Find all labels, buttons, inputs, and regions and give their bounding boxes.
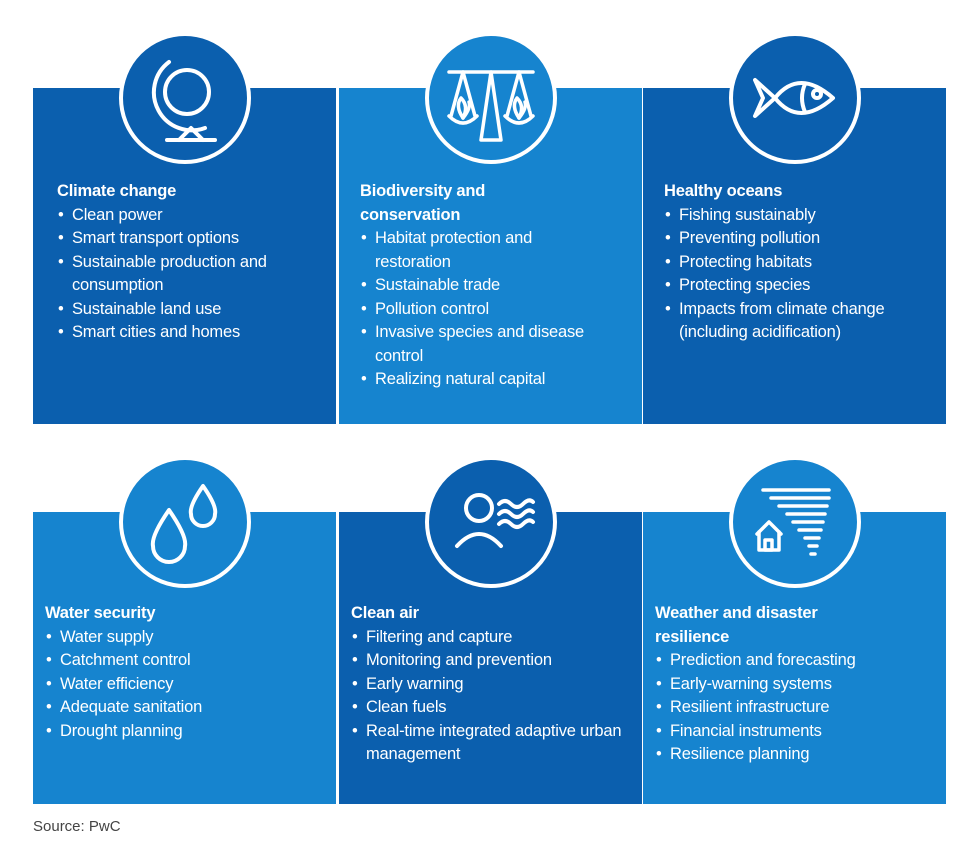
list-item: Clean power <box>57 204 336 228</box>
panel-title: Clean air <box>351 604 419 622</box>
list-item: Preventing pollution <box>664 227 939 251</box>
item-list: Fishing sustainably Preventing pollution… <box>664 204 939 345</box>
panel-clean-air: Clean air Filtering and capture Monitori… <box>339 456 642 804</box>
list-item: Adequate sanitation <box>45 696 336 720</box>
list-item: Catchment control <box>45 649 336 673</box>
panel-healthy-oceans: Healthy oceans Fishing sustainably Preve… <box>643 32 946 424</box>
list-item: Early-warning systems <box>655 673 946 697</box>
globe-icon <box>151 60 217 142</box>
panel-weather-resilience: Weather and disaster resilience Predicti… <box>643 456 946 804</box>
list-item: Smart transport options <box>57 227 336 251</box>
list-item: Real-time integrated adaptive urban mana… <box>351 720 631 767</box>
person-air-icon-circle <box>424 456 557 588</box>
list-item: Smart cities and homes <box>57 321 336 345</box>
globe-icon-circle <box>118 32 251 164</box>
tornado-house-icon-circle <box>728 456 861 588</box>
panel-biodiversity: Biodiversity and conservation Habitat pr… <box>339 32 642 424</box>
list-item: Monitoring and prevention <box>351 649 631 673</box>
panel-title: Healthy oceans <box>664 182 783 200</box>
list-item: Realizing natural capital <box>360 368 610 392</box>
list-item: Drought planning <box>45 720 336 744</box>
item-list: Prediction and forecasting Early-warning… <box>655 649 946 767</box>
item-list: Water supply Catchment control Water eff… <box>45 626 336 744</box>
list-item: Resilient infrastructure <box>655 696 946 720</box>
panel-water-security: Water security Water supply Catchment co… <box>33 456 336 804</box>
panel-title: Climate change <box>57 182 177 200</box>
item-list: Filtering and capture Monitoring and pre… <box>351 626 631 767</box>
balance-scale-icon-circle <box>424 32 557 164</box>
list-item: Pollution control <box>360 298 610 322</box>
list-item: Invasive species and disease control <box>360 321 610 368</box>
list-item: Filtering and capture <box>351 626 631 650</box>
list-item: Sustainable production and consumption <box>57 251 336 298</box>
list-item: Impacts from climate change (including a… <box>664 298 939 345</box>
fish-icon <box>752 78 835 118</box>
tornado-house-icon <box>754 488 831 556</box>
list-item: Clean fuels <box>351 696 631 720</box>
balance-scale-icon <box>446 70 535 142</box>
fish-icon-circle <box>728 32 861 164</box>
list-item: Sustainable trade <box>360 274 610 298</box>
person-air-icon <box>454 493 535 548</box>
item-list: Clean power Smart transport options Sust… <box>57 204 336 345</box>
panel-title: Weather and disaster resilience <box>655 604 818 646</box>
list-item: Fishing sustainably <box>664 204 939 228</box>
water-drops-icon <box>150 484 217 564</box>
list-item: Water supply <box>45 626 336 650</box>
list-item: Financial instruments <box>655 720 946 744</box>
water-drops-icon-circle <box>118 456 251 588</box>
list-item: Early warning <box>351 673 631 697</box>
list-item: Habitat protection and restoration <box>360 227 610 274</box>
list-item: Sustainable land use <box>57 298 336 322</box>
list-item: Water efficiency <box>45 673 336 697</box>
panel-title: Biodiversity and conservation <box>360 182 486 224</box>
source-caption: Source: PwC <box>33 818 121 835</box>
list-item: Protecting habitats <box>664 251 939 275</box>
list-item: Prediction and forecasting <box>655 649 946 673</box>
list-item: Protecting species <box>664 274 939 298</box>
panel-title: Water security <box>45 604 156 622</box>
panel-climate-change: Climate change Clean power Smart transpo… <box>33 32 336 424</box>
item-list: Habitat protection and restoration Susta… <box>360 227 610 392</box>
list-item: Resilience planning <box>655 743 946 767</box>
